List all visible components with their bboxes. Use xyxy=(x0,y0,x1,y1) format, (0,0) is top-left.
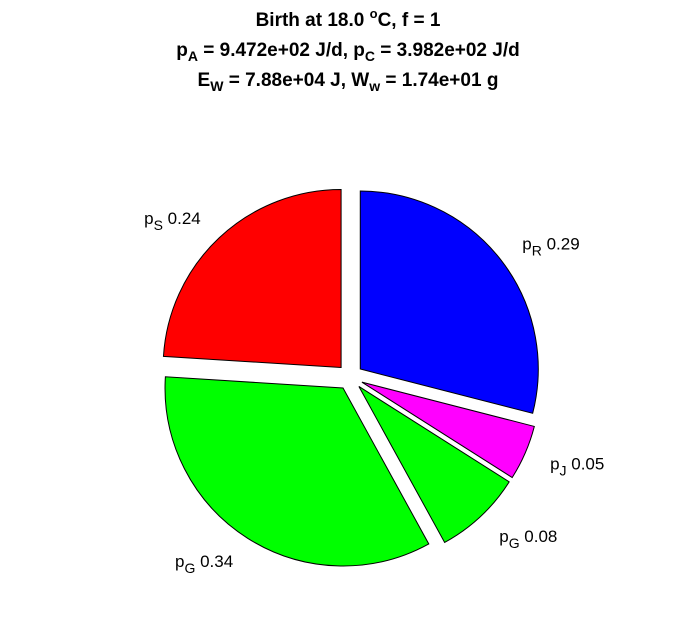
pie-slice-p-g-3 xyxy=(164,376,430,567)
pie-slice-p-r-0 xyxy=(359,190,539,414)
slice-label-p-j-1: pJ 0.05 xyxy=(550,455,604,479)
slice-label-p-g-3: pG 0.34 xyxy=(175,552,233,576)
chart-title: Birth at 18.0 oC, f = 1 pA = 9.472e+02 J… xyxy=(0,6,696,98)
pie-slice-p-j-1 xyxy=(361,381,535,479)
slice-label-p-s-4: pS 0.24 xyxy=(144,209,201,233)
title-line-3: EW = 7.88e+04 J, Ww = 1.74e+01 g xyxy=(197,70,499,94)
slice-label-p-r-0: pR 0.29 xyxy=(522,234,579,258)
pie-slice-p-s-4 xyxy=(162,189,342,369)
pie-slice-p-g-2 xyxy=(358,386,510,544)
slice-label-p-g-2: pG 0.08 xyxy=(499,527,557,551)
title-line-2: pA = 9.472e+02 J/d, pC = 3.982e+02 J/d xyxy=(176,40,520,64)
title-line-1: Birth at 18.0 oC, f = 1 xyxy=(255,6,441,31)
